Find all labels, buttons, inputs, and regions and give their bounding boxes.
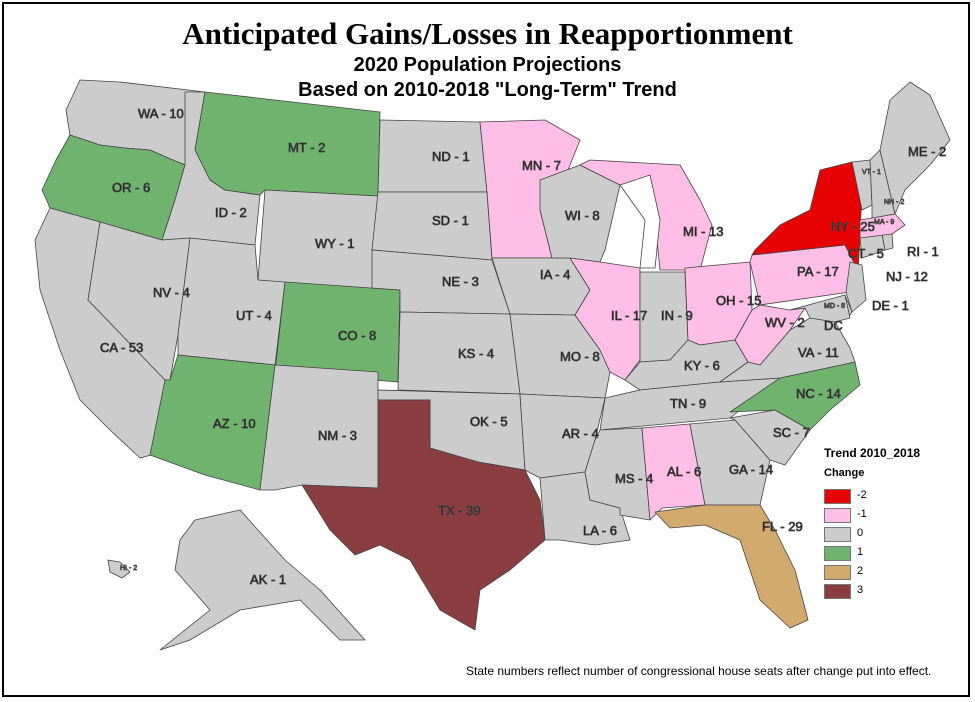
state-label-az: AZ - 10	[213, 416, 256, 431]
state-shape-md	[789, 294, 851, 323]
legend-title: Trend 2010_2018	[824, 446, 921, 460]
state-label-la: LA - 6	[583, 523, 617, 538]
legend-label: -2	[857, 489, 867, 501]
state-label-ms: MS - 4	[615, 471, 653, 486]
legend-label: 3	[857, 584, 864, 596]
state-label-ut: UT - 4	[236, 308, 272, 323]
state-shape-nv	[87, 221, 191, 381]
state-shape-mi	[579, 159, 713, 271]
state-label-nj: NJ - 12	[886, 269, 928, 284]
state-label-or: OR - 6	[112, 180, 150, 195]
state-shape-tx	[301, 399, 546, 631]
state-label-mo: MO - 8	[560, 349, 600, 364]
map-footnote: State numbers reflect number of congress…	[466, 664, 932, 678]
legend-swatch	[824, 489, 851, 504]
state-label-co: CO - 8	[338, 328, 376, 343]
state-label-ak: AK - 1	[250, 572, 286, 587]
state-label-hi: HI - 2	[120, 565, 137, 572]
state-shape-ga	[689, 419, 771, 506]
legend-swatch	[824, 527, 851, 542]
state-label-mn: MN - 7	[522, 158, 561, 173]
state-label-pa: PA - 17	[797, 264, 839, 279]
map-subtitle-2: Based on 2010-2018 "Long-Term" Trend	[298, 79, 677, 101]
state-shape-ak	[159, 509, 366, 651]
legend-label: 0	[857, 527, 864, 539]
state-label-ri: RI - 1	[907, 244, 939, 259]
great-lakes	[619, 174, 661, 269]
state-label-ky: KY - 6	[684, 358, 720, 373]
state-label-ar: AR - 4	[562, 426, 599, 441]
state-label-fl: FL - 29	[762, 519, 803, 534]
state-label-vt: VT - 1	[862, 169, 881, 176]
state-label-ks: KS - 4	[458, 346, 494, 361]
state-label-id: ID - 2	[215, 205, 247, 220]
state-label-oh: OH - 15	[716, 293, 762, 308]
legend-subtitle: Change	[824, 467, 865, 479]
legend-swatch	[824, 508, 851, 523]
state-label-ga: GA - 14	[729, 462, 773, 477]
legend-label: 1	[857, 546, 864, 558]
state-label-de: DE - 1	[872, 298, 909, 313]
state-label-me: ME - 2	[908, 144, 946, 159]
state-shape-il	[569, 257, 641, 381]
state-label-wa: WA - 10	[138, 106, 184, 121]
state-label-il: IL - 17	[611, 308, 647, 323]
state-label-dc: DC	[824, 318, 843, 333]
state-label-ca: CA - 53	[100, 340, 143, 355]
state-label-wv: WV - 2	[765, 315, 805, 330]
legend-swatch	[824, 584, 851, 599]
state-label-tn: TN - 9	[670, 396, 706, 411]
state-shape-hi	[107, 559, 131, 579]
state-shape-fl	[654, 504, 809, 629]
legend-swatch	[824, 546, 851, 561]
state-label-wi: WI - 8	[565, 208, 600, 223]
state-label-nd: ND - 1	[432, 149, 470, 164]
state-shape-nj	[845, 261, 867, 313]
state-label-ok: OK - 5	[470, 414, 508, 429]
state-label-sd: SD - 1	[432, 213, 469, 228]
state-label-mt: MT - 2	[288, 140, 325, 155]
state-label-nc: NC - 14	[796, 386, 841, 401]
map-title: Anticipated Gains/Losses in Reapportionm…	[182, 16, 793, 51]
state-label-va: VA - 11	[798, 345, 839, 360]
state-shape-nh	[869, 149, 896, 219]
state-shape-me	[879, 81, 951, 215]
state-label-al: AL - 6	[667, 464, 701, 479]
state-label-ct: CT - 5	[848, 246, 884, 261]
state-shape-al	[641, 423, 706, 521]
state-label-tx: TX - 39	[438, 503, 481, 518]
legend-label: -1	[857, 508, 867, 520]
state-label-ma: MA - 9	[874, 219, 894, 226]
state-label-nm: NM - 3	[318, 428, 357, 443]
state-label-sc: SC - 7	[773, 425, 810, 440]
state-label-ny: NY - 25	[831, 219, 875, 234]
state-label-wy: WY - 1	[315, 236, 355, 251]
state-label-md: MD - 8	[824, 303, 845, 310]
state-label-mi: MI - 13	[683, 224, 723, 239]
legend-label: 2	[857, 565, 864, 577]
state-label-nv: NV - 4	[153, 285, 190, 300]
state-label-ia: IA - 4	[540, 267, 570, 282]
state-label-ne: NE - 3	[442, 274, 479, 289]
state-label-nh: NH - 2	[884, 199, 904, 206]
map-subtitle-1: 2020 Population Projections	[353, 54, 622, 76]
state-label-in: IN - 9	[661, 308, 693, 323]
legend-swatch	[824, 565, 851, 580]
